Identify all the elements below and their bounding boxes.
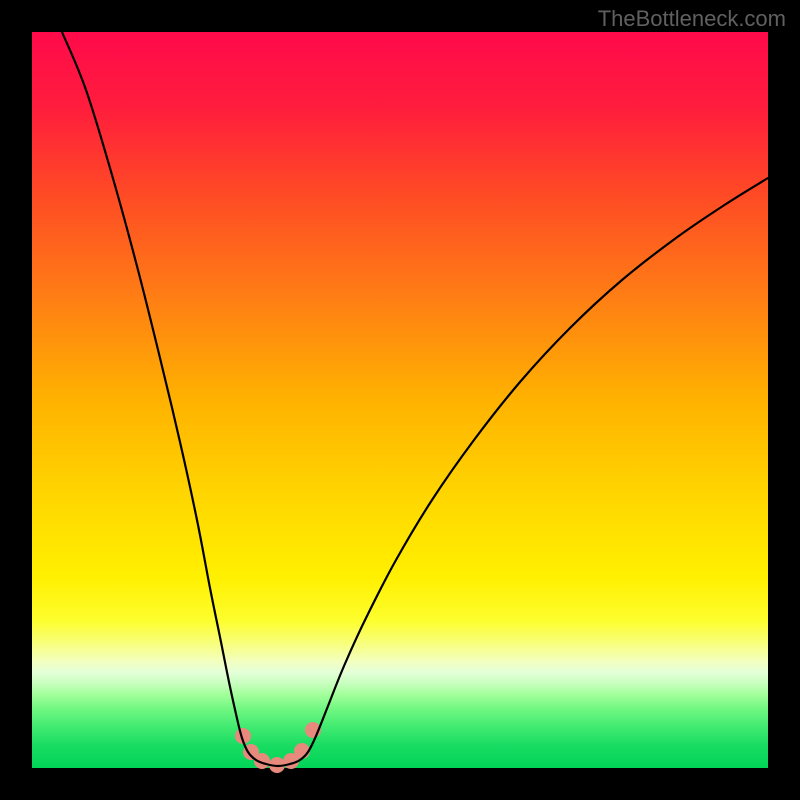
watermark-text: TheBottleneck.com [598, 6, 786, 32]
plot-gradient-background [32, 32, 768, 768]
